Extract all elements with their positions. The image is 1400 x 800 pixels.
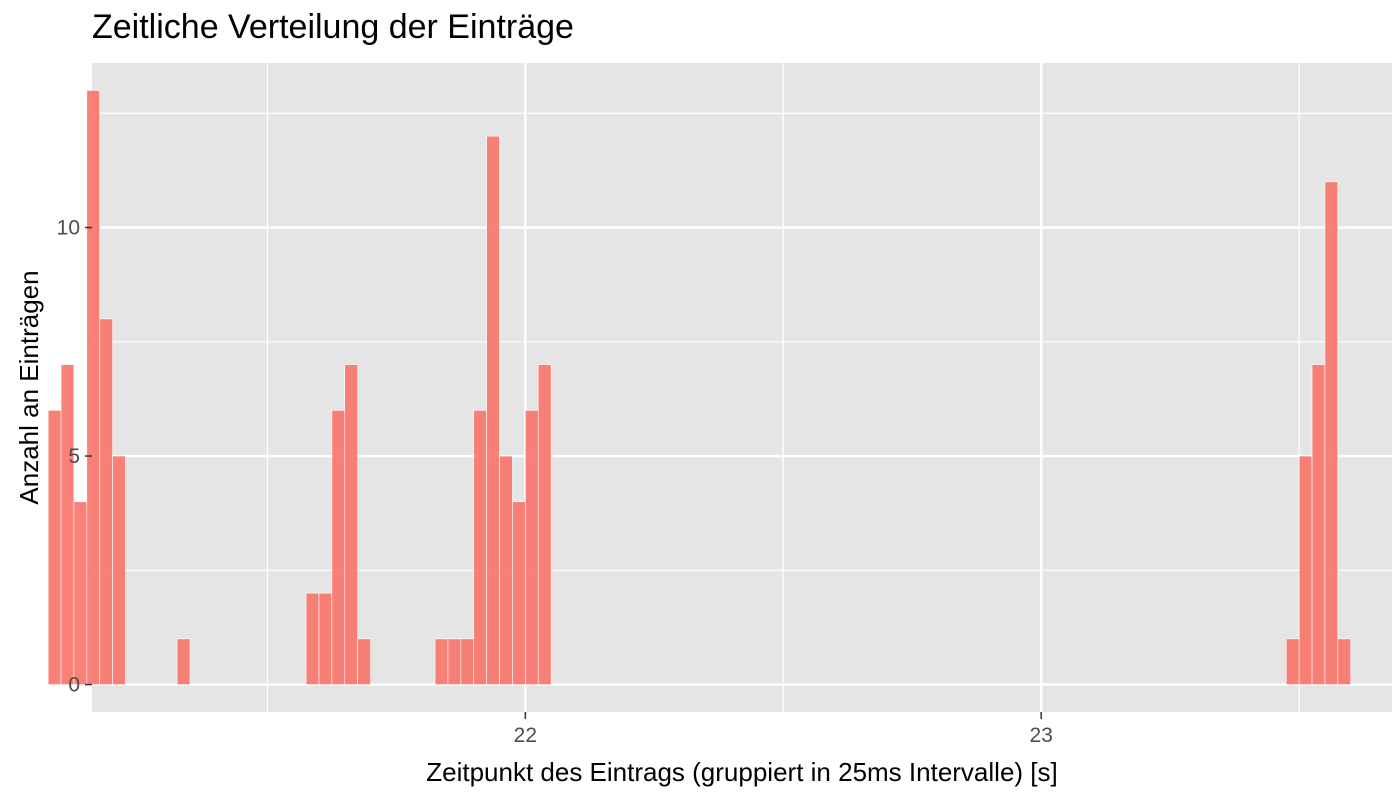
bar (344, 364, 358, 685)
bar (112, 455, 126, 685)
bar (434, 638, 449, 685)
bar (176, 638, 191, 685)
bar (1298, 455, 1313, 685)
bar (537, 364, 552, 685)
bar (47, 410, 62, 685)
bar (99, 318, 113, 685)
bar (318, 592, 333, 685)
bar (1337, 638, 1352, 685)
bar (1285, 638, 1300, 685)
bar (447, 638, 462, 685)
x-tick-label: 23 (1030, 724, 1053, 747)
y-tick-label: 0 (68, 674, 80, 697)
bar (512, 501, 526, 685)
bar (499, 455, 513, 685)
bar (305, 592, 320, 685)
chart-title: Zeitliche Verteilung der Einträge (92, 8, 574, 46)
bar (1324, 181, 1339, 685)
bar (86, 90, 101, 685)
y-tick-label: 5 (68, 445, 80, 468)
minor-gridlines (92, 63, 1392, 712)
y-axis-title: Anzahl an Einträgen (14, 270, 44, 504)
plot-panel (92, 63, 1392, 712)
axes: 0 5 10 22 23 (57, 217, 1053, 747)
bar (1311, 364, 1326, 685)
x-axis-title: Zeitpunkt des Eintrags (gruppiert in 25m… (426, 757, 1058, 787)
bar (60, 364, 75, 685)
bar (525, 410, 539, 685)
bar (73, 501, 88, 685)
bar (486, 135, 500, 685)
bar (460, 638, 475, 685)
bar (473, 410, 487, 685)
bars (47, 90, 1352, 685)
y-tick-label: 10 (57, 217, 80, 240)
bar (331, 410, 346, 685)
bar (357, 638, 371, 685)
x-tick-label: 22 (514, 724, 537, 747)
